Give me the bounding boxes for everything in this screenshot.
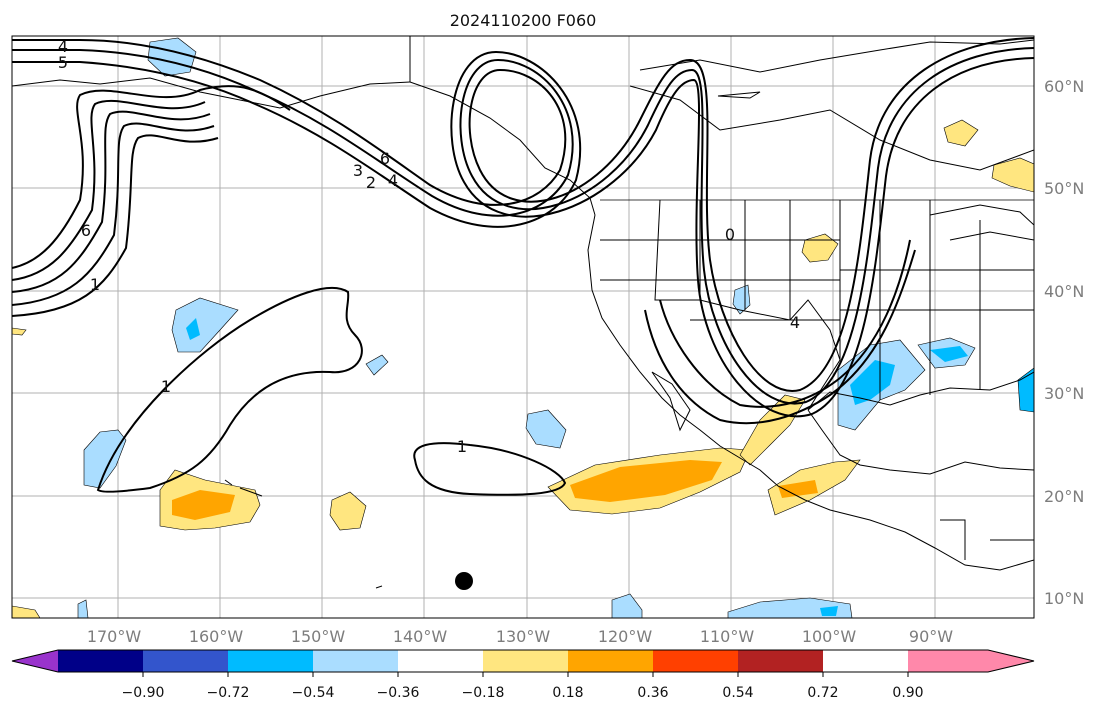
colorbar-label: 0.18 [552,685,583,701]
colorbar-segment [738,650,823,672]
colorbar-label: 0.72 [807,685,838,701]
contour-label: 4 [58,37,68,56]
lat-label: 40°N [1044,282,1084,301]
map-title: 2024110200 F060 [450,11,597,30]
contour-label: 5 [58,53,68,72]
lon-label: 140°W [393,627,448,646]
storm-marker-icon [455,572,473,590]
lon-label: 110°W [700,627,755,646]
colorbar-label: −0.36 [377,685,420,701]
colorbar-segment [228,650,313,672]
lat-label: 50°N [1044,179,1084,198]
colorbar-segment [313,650,398,672]
lat-label: 10°N [1044,589,1084,608]
contour-label: 0 [725,225,735,244]
lat-label: 20°N [1044,487,1084,506]
colorbar-extend-right [908,650,1034,672]
lon-label: 120°W [598,627,653,646]
colorbar-label: −0.54 [292,685,335,701]
contour-label: 1 [90,275,100,294]
lon-label: 90°W [909,627,953,646]
lat-label: 30°N [1044,384,1084,403]
contour-label: 4 [388,171,398,190]
colorbar-segment [568,650,653,672]
contour-label: 3 [353,161,363,180]
colorbar-extend-left [12,650,58,672]
contour-label: 1 [457,437,467,456]
contour-label: 1 [161,377,171,396]
map-area: 4 5 6 1 6 3 2 4 1 1 0 4 [12,36,1034,618]
map-frame [11,35,1035,619]
contour-label: 6 [380,149,390,168]
colorbar-segment [398,650,483,672]
contour-labels: 4 5 6 1 6 3 2 4 1 1 0 4 [58,37,800,456]
colorbar-segment [653,650,738,672]
coastlines [12,36,1034,589]
colorbar-label: 0.90 [892,685,923,701]
shaded-regions [12,37,1034,618]
lon-label: 160°W [189,627,244,646]
gridlines [12,36,1034,618]
colorbar-segment [143,650,228,672]
lon-label: 100°W [802,627,857,646]
contour-label: 4 [790,313,800,332]
colorbar-segment [58,650,143,672]
colorbar-segment [483,650,568,672]
colorbar-label: 0.54 [722,685,753,701]
lon-label: 170°W [87,627,142,646]
colorbar-label: 0.36 [637,685,668,701]
colorbar: −0.90 −0.72 −0.54 −0.36 −0.18 0.18 0.36 … [11,649,1035,701]
contour-label: 2 [366,173,376,192]
colorbar-label: −0.18 [462,685,505,701]
contours [12,37,1034,496]
lon-label: 150°W [291,627,346,646]
lon-labels: 170°W 160°W 150°W 140°W 130°W 120°W 110°… [87,627,953,646]
lon-label: 130°W [496,627,551,646]
colorbar-label: −0.90 [122,685,165,701]
contour-label: 6 [81,221,91,240]
lat-label: 60°N [1044,77,1084,96]
lat-labels: 60°N 50°N 40°N 30°N 20°N 10°N [1044,77,1084,608]
colorbar-label: −0.72 [207,685,250,701]
